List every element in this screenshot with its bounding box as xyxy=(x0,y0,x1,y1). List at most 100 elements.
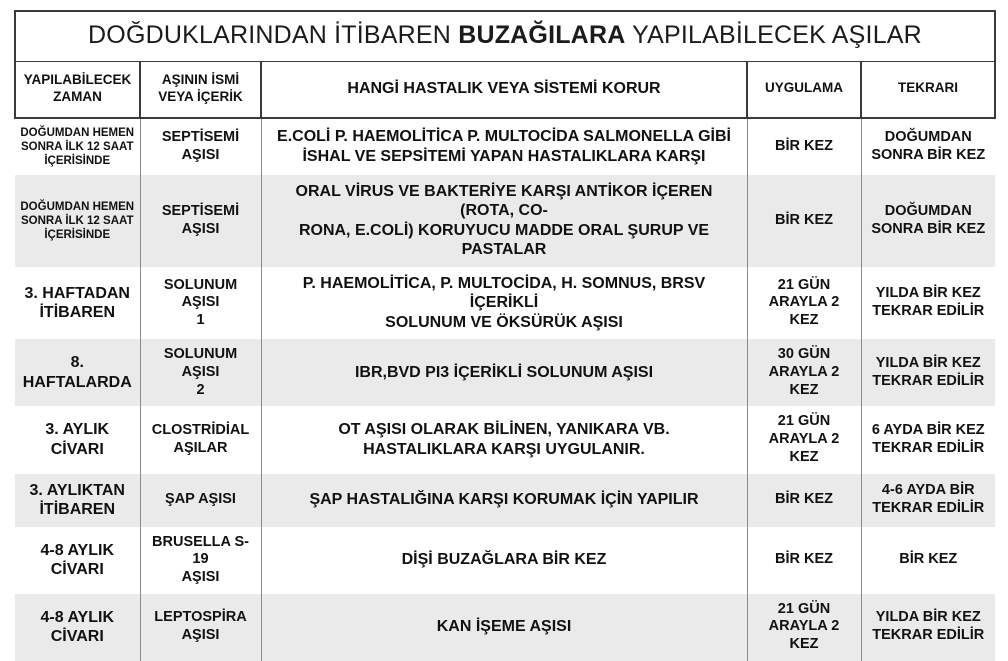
cell-repeat-text: 4-6 AYDA BİR TEKRAR EDİLİR xyxy=(872,482,985,517)
cell-name-text: SOLUNUM AŞISI 1 xyxy=(163,276,238,328)
cell-time: 8. HAFTALARDA xyxy=(15,339,141,407)
cell-name-text: ŞAP AŞISI xyxy=(165,491,236,508)
cell-protect-text: ŞAP HASTALIĞINA KARŞI KORUMAK İÇİN YAPIL… xyxy=(309,491,699,509)
cell-protect: P. HAEMOLİTİCA, P. MULTOCİDA, H. SOMNUS,… xyxy=(260,266,748,340)
cell-apply-text: 21 GÜN ARAYLA 2 KEZ xyxy=(768,276,840,328)
cell-repeat-text: BİR KEZ xyxy=(899,551,958,568)
cell-protect: ŞAP HASTALIĞINA KARŞI KORUMAK İÇİN YAPIL… xyxy=(260,473,748,527)
cell-protect-text: E.COLİ P. HAEMOLİTİCA P. MULTOCİDA SALMO… xyxy=(277,128,731,165)
column-header-apply: UYGULAMA xyxy=(746,60,862,119)
cell-apply-text: BİR KEZ xyxy=(775,491,833,508)
cell-apply: BİR KEZ xyxy=(746,174,862,267)
cell-name-text: SOLUNUM AŞISI 2 xyxy=(163,346,238,398)
cell-protect-text: IBR,BVD PI3 İÇERİKLİ SOLUNUM AŞISI xyxy=(354,364,654,382)
cell-repeat: YILDA BİR KEZ TEKRAR EDİLİR xyxy=(860,339,996,407)
table-header: DOĞDUKLARINDAN İTİBAREN BUZAĞILARA YAPIL… xyxy=(13,10,997,119)
cell-repeat: BİR KEZ xyxy=(860,526,996,594)
cell-protect: IBR,BVD PI3 İÇERİKLİ SOLUNUM AŞISI xyxy=(260,339,748,407)
cell-time: 4-8 AYLIK CİVARI xyxy=(15,593,141,661)
cell-repeat-text: YILDA BİR KEZ TEKRAR EDİLİR xyxy=(872,285,985,320)
cell-time-text: DOĞUMDAN HEMEN SONRA İLK 12 SAAT İÇERİSİ… xyxy=(20,200,135,241)
column-header-protect: HANGİ HASTALIK VEYA SİSTEMİ KORUR xyxy=(260,60,748,119)
cell-protect-text: P. HAEMOLİTİCA, P. MULTOCİDA, H. SOMNUS,… xyxy=(302,274,706,331)
cell-time: 4-8 AYLIK CİVARI xyxy=(15,526,141,594)
cell-repeat: YILDA BİR KEZ TEKRAR EDİLİR xyxy=(860,266,996,340)
cell-protect: DİŞİ BUZAĞLARA BİR KEZ xyxy=(260,526,748,594)
title-lead: DOĞDUKLARINDAN İTİBAREN xyxy=(88,21,459,49)
column-header-name: AŞININ İSMİ VEYA İÇERİK xyxy=(139,60,262,119)
table-body: DOĞUMDAN HEMEN SONRA İLK 12 SAAT İÇERİSİ… xyxy=(15,117,996,661)
cell-name: LEPTOSPİRA AŞISI xyxy=(139,593,262,661)
cell-protect-text: ORAL VİRUS VE BAKTERİYE KARŞI ANTİKOR İÇ… xyxy=(295,182,713,259)
cell-apply-text: 30 GÜN ARAYLA 2 KEZ xyxy=(768,346,840,398)
table-row: DOĞUMDAN HEMEN SONRA İLK 12 SAAT İÇERİSİ… xyxy=(15,117,996,175)
cell-protect: OT AŞISI OLARAK BİLİNEN, YANIKARA VB. HA… xyxy=(260,406,748,474)
cell-apply-text: BİR KEZ xyxy=(775,551,833,568)
cell-repeat-text: DOĞUMDAN SONRA BİR KEZ xyxy=(871,129,986,163)
column-header-time: YAPILABİLECEK ZAMAN xyxy=(14,60,141,119)
cell-repeat-text: YILDA BİR KEZ TEKRAR EDİLİR xyxy=(872,609,985,644)
cell-time-text: 3. AYLIKTAN İTİBAREN xyxy=(29,481,125,519)
cell-time-text: 4-8 AYLIK CİVARI xyxy=(40,541,114,579)
cell-time: 3. HAFTADAN İTİBAREN xyxy=(15,266,141,340)
cell-apply: 21 GÜN ARAYLA 2 KEZ xyxy=(746,266,862,340)
cell-apply: BİR KEZ xyxy=(746,473,862,527)
cell-repeat: 6 AYDA BİR KEZ TEKRAR EDİLİR xyxy=(860,406,996,474)
cell-repeat: DOĞUMDAN SONRA BİR KEZ xyxy=(860,174,996,267)
cell-name: SEPTİSEMİ AŞISI xyxy=(139,174,262,267)
cell-time: 3. AYLIK CİVARI xyxy=(15,406,141,474)
cell-repeat: YILDA BİR KEZ TEKRAR EDİLİR xyxy=(860,593,996,661)
column-header-repeat: TEKRARI xyxy=(859,60,997,119)
table-row: 4-8 AYLIK CİVARI BRUSELLA S-19 AŞISI DİŞİ … xyxy=(15,526,996,594)
cell-apply: BİR KEZ xyxy=(746,526,862,594)
title-trail: YAPILABİLECEK AŞILAR xyxy=(625,21,922,49)
cell-time: DOĞUMDAN HEMEN SONRA İLK 12 SAAT İÇERİSİ… xyxy=(15,174,141,267)
cell-apply: 30 GÜN ARAYLA 2 KEZ xyxy=(746,339,862,407)
cell-name-text: SEPTİSEMİ AŞISI xyxy=(161,203,240,237)
title-emphasis: BUZAĞILARA xyxy=(458,21,626,49)
cell-apply: BİR KEZ xyxy=(746,117,862,175)
cell-protect-text: KAN İŞEME AŞISI xyxy=(436,618,572,636)
cell-name: SOLUNUM AŞISI 2 xyxy=(139,339,262,407)
cell-name-text: LEPTOSPİRA AŞISI xyxy=(154,609,247,644)
column-header-time-label: YAPILABİLECEK ZAMAN xyxy=(23,72,132,104)
cell-apply-text: BİR KEZ xyxy=(775,137,833,154)
cell-apply-text: 21 GÜN ARAYLA 2 KEZ xyxy=(768,413,840,465)
page-title: DOĞDUKLARINDAN İTİBAREN BUZAĞILARA YAPIL… xyxy=(88,21,922,49)
cell-name: BRUSELLA S-19 AŞISI xyxy=(139,526,262,594)
cell-time-text: DOĞUMDAN HEMEN SONRA İLK 12 SAAT İÇERİSİ… xyxy=(20,126,135,167)
cell-time-text: 3. HAFTADAN İTİBAREN xyxy=(24,284,130,322)
cell-protect-text: DİŞİ BUZAĞLARA BİR KEZ xyxy=(401,551,607,569)
cell-apply: 21 GÜN ARAYLA 2 KEZ xyxy=(746,406,862,474)
cell-protect: E.COLİ P. HAEMOLİTİCA P. MULTOCİDA SALMO… xyxy=(260,117,748,175)
cell-apply-text: 21 GÜN ARAYLA 2 KEZ xyxy=(768,600,840,652)
table-title-cell: DOĞDUKLARINDAN İTİBAREN BUZAĞILARA YAPIL… xyxy=(13,10,997,62)
column-header-name-label: AŞININ İSMİ VEYA İÇERİK xyxy=(158,72,243,104)
cell-time-text: 3. AYLIK CİVARI xyxy=(45,421,110,458)
cell-repeat: 4-6 AYDA BİR TEKRAR EDİLİR xyxy=(860,473,996,527)
table-row: 3. HAFTADAN İTİBAREN SOLUNUM AŞISI 1 P. HA… xyxy=(15,266,996,340)
table-row: DOĞUMDAN HEMEN SONRA İLK 12 SAAT İÇERİSİ… xyxy=(15,174,996,267)
table-title-row: DOĞDUKLARINDAN İTİBAREN BUZAĞILARA YAPIL… xyxy=(13,10,997,62)
column-header-repeat-label: TEKRARI xyxy=(898,80,958,96)
column-header-protect-label: HANGİ HASTALIK VEYA SİSTEMİ KORUR xyxy=(347,79,661,97)
cell-time-text: 8. HAFTALARDA xyxy=(22,354,132,391)
table-row: 3. AYLIK CİVARI CLOSTRİDİAL AŞILAR OT AŞIS… xyxy=(15,406,996,474)
table-row: 3. AYLIKTAN İTİBAREN ŞAP AŞISI ŞAP HASTALI… xyxy=(15,473,996,527)
cell-name-text: BRUSELLA S-19 AŞISI xyxy=(152,533,249,585)
cell-name-text: CLOSTRİDİAL AŞILAR xyxy=(151,422,250,456)
vaccination-schedule-table: DOĞDUKLARINDAN İTİBAREN BUZAĞILARA YAPIL… xyxy=(13,10,997,661)
cell-name: SEPTİSEMİ AŞISI xyxy=(139,117,262,175)
cell-repeat-text: 6 AYDA BİR KEZ TEKRAR EDİLİR xyxy=(871,422,985,456)
cell-repeat-text: YILDA BİR KEZ TEKRAR EDİLİR xyxy=(872,355,985,389)
cell-apply: 21 GÜN ARAYLA 2 KEZ xyxy=(746,593,862,661)
cell-protect: ORAL VİRUS VE BAKTERİYE KARŞI ANTİKOR İÇ… xyxy=(260,174,748,267)
table-row: 8. HAFTALARDA SOLUNUM AŞISI 2 IBR,BVD PI3 … xyxy=(15,339,996,407)
table-row: 4-8 AYLIK CİVARI LEPTOSPİRA AŞISI KAN İŞEM… xyxy=(15,593,996,661)
cell-name: CLOSTRİDİAL AŞILAR xyxy=(139,406,262,474)
column-header-row: YAPILABİLECEK ZAMAN AŞININ İSMİ VEYA İÇE… xyxy=(14,60,997,119)
vaccination-schedule-sheet: DOĞDUKLARINDAN İTİBAREN BUZAĞILARA YAPIL… xyxy=(13,10,997,661)
cell-protect: KAN İŞEME AŞISI xyxy=(260,593,748,661)
cell-time-text: 4-8 AYLIK CİVARI xyxy=(40,608,114,646)
cell-protect-text: OT AŞISI OLARAK BİLİNEN, YANIKARA VB. HA… xyxy=(338,421,670,458)
